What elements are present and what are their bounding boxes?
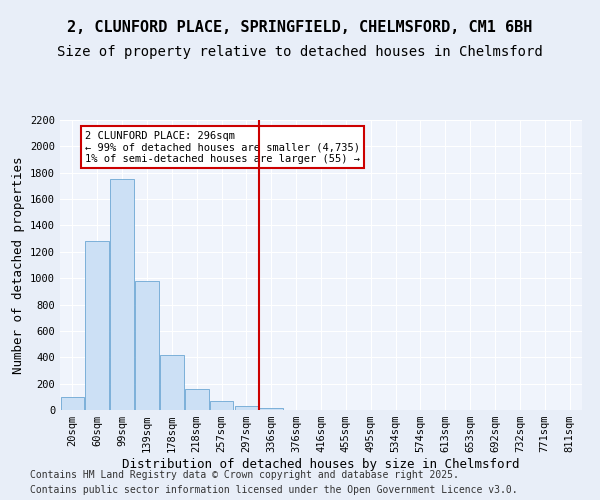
Bar bbox=[210, 401, 233, 410]
Bar bbox=[235, 406, 258, 410]
Bar bbox=[110, 180, 134, 410]
Bar bbox=[160, 356, 184, 410]
Bar bbox=[135, 282, 159, 410]
Text: Contains public sector information licensed under the Open Government Licence v3: Contains public sector information licen… bbox=[30, 485, 518, 495]
Bar bbox=[61, 397, 84, 410]
Bar bbox=[185, 389, 209, 410]
Bar bbox=[85, 242, 109, 410]
Text: Contains HM Land Registry data © Crown copyright and database right 2025.: Contains HM Land Registry data © Crown c… bbox=[30, 470, 459, 480]
Y-axis label: Number of detached properties: Number of detached properties bbox=[11, 156, 25, 374]
Text: Size of property relative to detached houses in Chelmsford: Size of property relative to detached ho… bbox=[57, 45, 543, 59]
Text: 2, CLUNFORD PLACE, SPRINGFIELD, CHELMSFORD, CM1 6BH: 2, CLUNFORD PLACE, SPRINGFIELD, CHELMSFO… bbox=[67, 20, 533, 35]
X-axis label: Distribution of detached houses by size in Chelmsford: Distribution of detached houses by size … bbox=[122, 458, 520, 471]
Text: 2 CLUNFORD PLACE: 296sqm
← 99% of detached houses are smaller (4,735)
1% of semi: 2 CLUNFORD PLACE: 296sqm ← 99% of detach… bbox=[85, 130, 360, 164]
Bar bbox=[259, 408, 283, 410]
